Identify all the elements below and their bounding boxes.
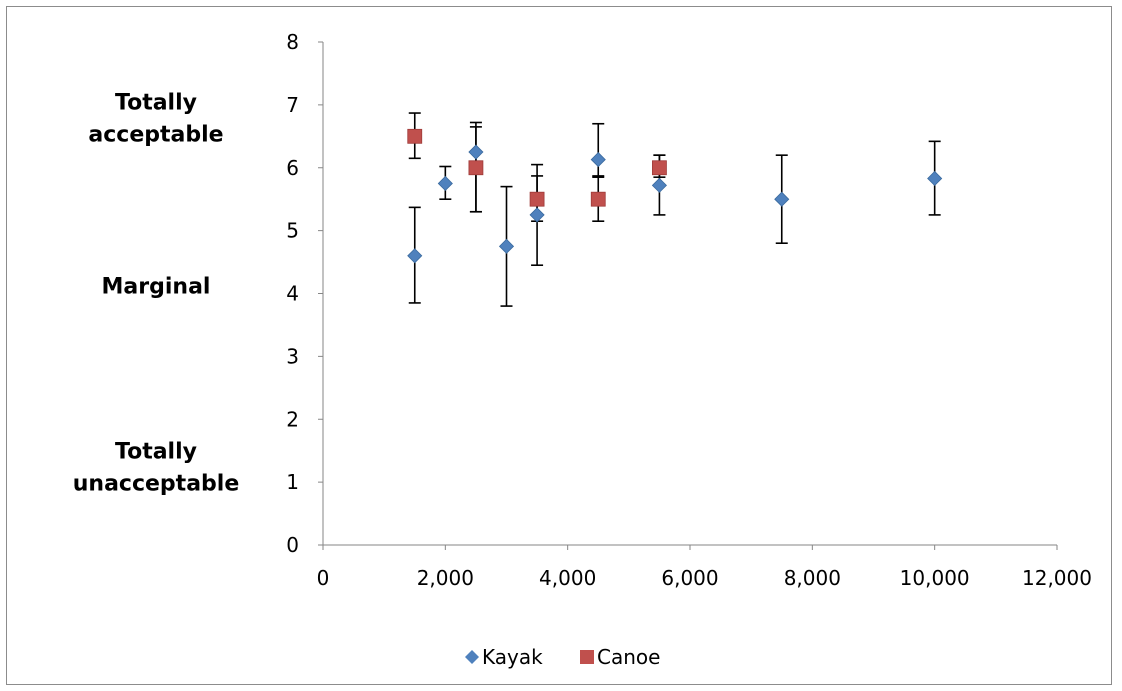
x-tick-label: 12,000 [1022, 566, 1092, 590]
kayak-point [468, 144, 484, 160]
y-tick-label: 8 [286, 30, 299, 54]
data-markers [407, 128, 943, 264]
canoe-point [468, 160, 484, 176]
tick-labels: 0 1 2 3 4 5 6 7 8 0 2,000 4,000 6,000 8,000 10,000 12,0… [286, 30, 1092, 590]
kayak-point [407, 248, 423, 264]
category-label-line: Totally [115, 90, 197, 115]
x-tick-label: 10,000 [900, 566, 970, 590]
x-tick-label: 0 [317, 566, 330, 590]
y-tick-label: 2 [286, 407, 299, 431]
legend-canoe-marker [580, 650, 594, 664]
x-tick-label: 4,000 [539, 566, 596, 590]
category-label-line: Marginal [102, 274, 211, 299]
kayak-point [590, 152, 606, 168]
x-tick-label: 6,000 [661, 566, 718, 590]
canoe-point [529, 191, 545, 207]
legend-kayak-marker [465, 650, 479, 664]
kayak-point [651, 177, 667, 193]
y-tick-label: 5 [286, 219, 299, 243]
axes [318, 41, 1058, 550]
category-label-line: acceptable [88, 122, 223, 147]
y-tick-label: 1 [286, 470, 299, 494]
y-tick-label: 7 [286, 93, 299, 117]
category-labels: Totally acceptable Marginal Totally unaccept… [73, 90, 240, 496]
category-label: Totally acceptable [88, 90, 223, 147]
error-bars [408, 112, 941, 307]
legend-label-canoe: Canoe [597, 645, 660, 669]
legend-label-kayak: Kayak [482, 645, 543, 669]
category-label: Marginal [102, 274, 211, 299]
category-label-line: Totally [115, 439, 197, 464]
y-tick-label: 6 [286, 156, 299, 180]
x-tick-label: 2,000 [417, 566, 474, 590]
category-label-line: unacceptable [73, 471, 240, 496]
legend: Kayak Canoe [465, 645, 660, 669]
y-tick-label: 0 [286, 533, 299, 557]
category-label: Totally unacceptable [73, 439, 240, 496]
canoe-point [652, 160, 667, 176]
kayak-point [927, 170, 943, 187]
x-tick-label: 8,000 [784, 566, 841, 590]
kayak-point [774, 191, 790, 207]
y-tick-label: 4 [286, 282, 299, 306]
kayak-point [437, 175, 453, 192]
kayak-point [498, 238, 515, 254]
chart-frame [6, 6, 1112, 685]
canoe-point [407, 128, 423, 144]
canoe-point [590, 191, 606, 207]
y-tick-label: 3 [286, 344, 299, 368]
kayak-point [529, 207, 545, 223]
